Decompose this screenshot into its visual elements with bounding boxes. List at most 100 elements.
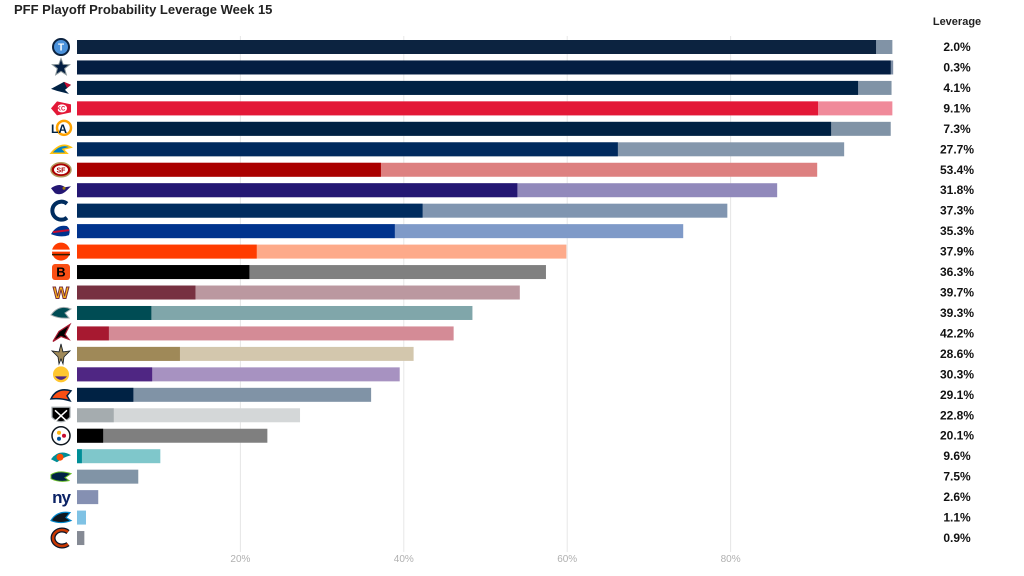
leverage-value-chargers: 27.7% — [940, 142, 974, 156]
leverage-value-seahawks: 7.5% — [943, 470, 971, 484]
bears-logo — [50, 527, 70, 549]
49ers-logo: SF — [50, 162, 72, 178]
leverage-value-washington: 39.7% — [940, 286, 974, 300]
bars — [77, 40, 894, 546]
bar-upper-steelers — [77, 428, 268, 443]
leverage-value-browns: 37.9% — [940, 245, 974, 259]
leverage-value-titans: 2.0% — [943, 40, 971, 54]
bar-lower-bengals — [77, 265, 250, 280]
bar-lower-raiders — [77, 408, 114, 423]
svg-text:KC: KC — [57, 107, 66, 113]
svg-text:LA: LA — [51, 122, 67, 136]
falcons-logo — [52, 322, 72, 342]
leverage-value-vikings: 30.3% — [940, 367, 974, 381]
steelers-logo — [51, 425, 71, 446]
bar-lower-falcons — [77, 326, 109, 341]
colts-logo — [50, 199, 69, 222]
leverage-value-ravens: 31.8% — [940, 183, 974, 197]
bar-upper-raiders — [77, 408, 301, 423]
bar-lower-chargers — [77, 142, 618, 157]
bar-lower-chiefs — [77, 101, 819, 116]
svg-text:W: W — [53, 284, 70, 303]
bar-lower-49ers — [77, 162, 381, 177]
x-tick-label: 20% — [230, 554, 250, 565]
leverage-value-dolphins: 9.6% — [943, 449, 971, 463]
bar-lower-bills — [77, 224, 395, 239]
leverage-value-eagles: 39.3% — [940, 306, 974, 320]
dolphins-logo — [51, 452, 71, 463]
leverage-value-chiefs: 9.1% — [943, 101, 971, 115]
bar-lower-browns — [77, 244, 257, 259]
eagles-logo — [50, 306, 73, 319]
leverage-value-steelers: 20.1% — [940, 429, 974, 443]
panthers-logo — [50, 511, 73, 524]
ravens-logo — [51, 184, 71, 195]
rams-logo: LA — [51, 119, 73, 136]
x-axis-ticks: 20% 40% 60% 80% — [230, 554, 740, 565]
bar-lower-eagles — [77, 305, 152, 320]
giants-logo: ny — [52, 488, 72, 507]
bar-upper-bears — [77, 531, 85, 546]
leverage-value-raiders: 22.8% — [940, 408, 974, 422]
leverage-value-saints: 28.6% — [940, 347, 974, 361]
titans-logo: T — [52, 38, 70, 56]
bar-lower-steelers — [77, 428, 104, 443]
leverage-value-cowboys: 0.3% — [943, 60, 971, 74]
bar-upper-falcons — [77, 326, 454, 341]
chiefs-logo: KC — [51, 101, 71, 116]
leverage-value-falcons: 42.2% — [940, 326, 974, 340]
bills-logo — [51, 225, 70, 237]
saints-logo — [50, 343, 72, 366]
bar-lower-saints — [77, 346, 180, 361]
leverage-value-broncos: 29.1% — [940, 388, 974, 402]
leverage-value-giants: 2.6% — [943, 490, 971, 504]
bar-lower-titans — [77, 40, 877, 54]
broncos-logo — [49, 389, 73, 403]
bar-upper-broncos — [77, 387, 372, 402]
bar-lower-ravens — [77, 183, 518, 198]
leverage-value-rams: 7.3% — [943, 122, 971, 136]
leverage-value-bears: 0.9% — [943, 531, 971, 545]
leverage-value-bills: 35.3% — [940, 224, 974, 238]
leverage-column-header: Leverage — [932, 16, 982, 28]
browns-logo — [52, 242, 70, 261]
leverage-value-panthers: 1.1% — [943, 511, 971, 525]
svg-text:T: T — [58, 43, 64, 54]
svg-text:ny: ny — [52, 488, 71, 507]
bar-lower-dolphins — [77, 449, 82, 464]
bar-lower-broncos — [77, 387, 134, 402]
cowboys-logo — [51, 57, 71, 76]
seahawks-logo — [50, 471, 73, 482]
leverage-value-49ers: 53.4% — [940, 163, 974, 177]
leverage-value-bengals: 36.3% — [940, 265, 974, 279]
chart-title: PFF Playoff Probability Leverage Week 15 — [14, 2, 273, 17]
bar-upper-dolphins — [77, 449, 161, 464]
raiders-logo — [51, 406, 71, 423]
bar-upper-panthers — [77, 510, 86, 525]
bar-upper-giants — [77, 490, 99, 505]
bar-lower-patriots — [77, 80, 859, 95]
bar-upper-eagles — [77, 305, 473, 320]
bar-upper-vikings — [77, 367, 400, 382]
leverage-value-patriots: 4.1% — [943, 81, 971, 95]
bengals-logo: B — [52, 264, 70, 281]
x-tick-label: 40% — [394, 554, 414, 565]
leverage-labels: 2.0% 0.3% 4.1% 9.1% 7.3% 27.7% 53.4% 31.8% 37.3%… — [940, 40, 974, 545]
bar-lower-rams — [77, 121, 832, 136]
x-tick-label: 60% — [557, 554, 577, 565]
bar-upper-seahawks — [77, 469, 139, 484]
chargers-logo — [49, 144, 73, 155]
washington-logo: W — [52, 283, 70, 303]
vikings-logo — [51, 364, 69, 383]
svg-text:SF: SF — [57, 167, 67, 174]
bar-lower-cowboys — [77, 60, 891, 75]
leverage-value-colts: 37.3% — [940, 204, 974, 218]
bar-lower-vikings — [77, 367, 153, 382]
x-tick-label: 80% — [721, 554, 741, 565]
svg-text:B: B — [56, 265, 65, 280]
patriots-logo — [51, 81, 71, 94]
bar-lower-washington — [77, 285, 196, 300]
bar-lower-colts — [77, 203, 423, 218]
